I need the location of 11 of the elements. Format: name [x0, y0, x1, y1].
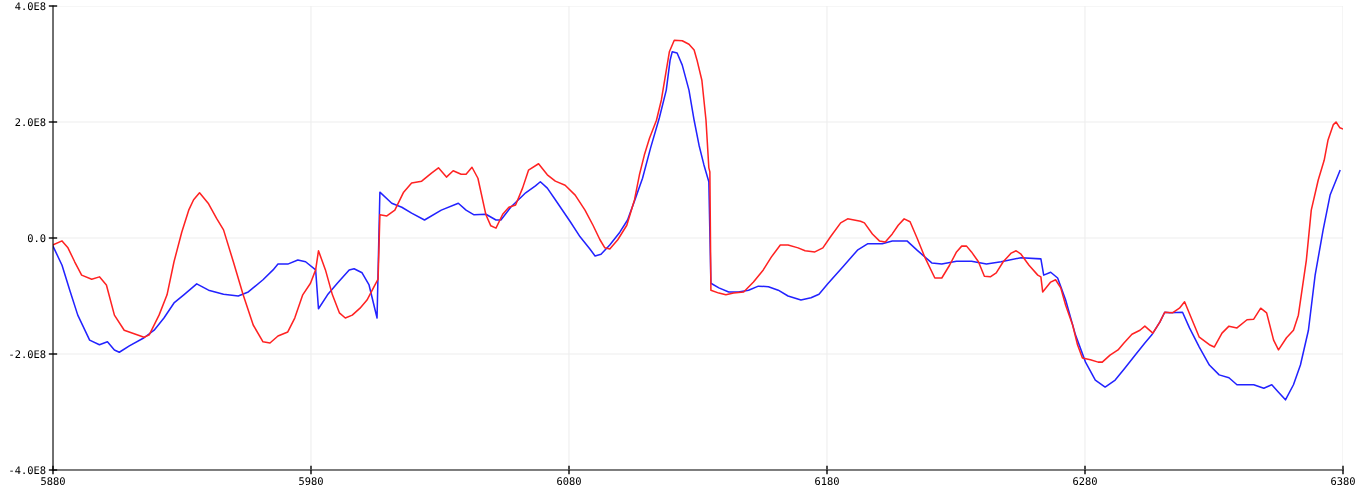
y-tick-label: 2.0E8 [15, 118, 46, 127]
y-tick-label: -2.0E8 [10, 350, 46, 359]
y-tick-label: 0.0 [27, 234, 46, 243]
x-tick-label: 5880 [41, 477, 65, 486]
x-tick-label: 6080 [557, 477, 581, 486]
x-tick-label: 6380 [1331, 477, 1355, 486]
x-tick-label: 6180 [815, 477, 839, 486]
y-tick-label: -4.0E8 [10, 466, 46, 475]
x-tick-label: 5980 [299, 477, 323, 486]
x-tick-label: 6280 [1073, 477, 1097, 486]
y-tick-label: 4.0E8 [15, 2, 46, 11]
